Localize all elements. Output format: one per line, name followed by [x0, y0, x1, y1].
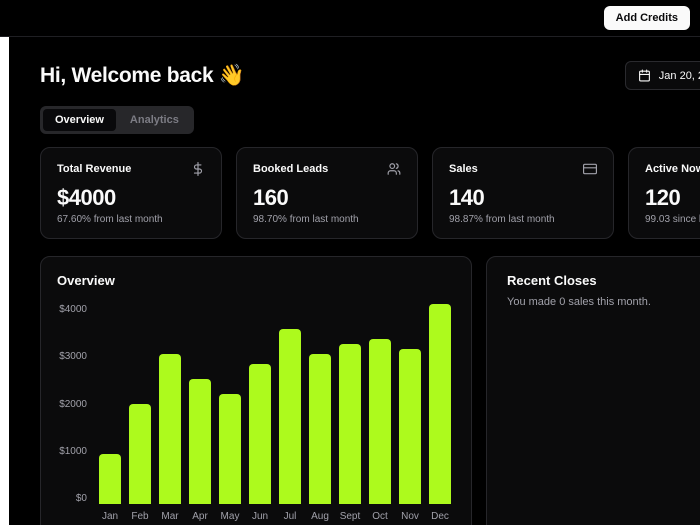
- bar-slot: [305, 304, 335, 504]
- bar-aug: [309, 354, 331, 504]
- bar-jan: [99, 454, 121, 504]
- bar-slot: [125, 304, 155, 504]
- bar-slot: [275, 304, 305, 504]
- bar-jul: [279, 329, 301, 504]
- calendar-icon: [638, 69, 651, 82]
- recent-closes-title: Recent Closes: [507, 273, 597, 288]
- add-credits-button[interactable]: Add Credits: [603, 6, 690, 30]
- x-tick-label: Nov: [401, 511, 419, 522]
- stat-card-booked-leads: Booked Leads 160 98.70% from last month: [236, 147, 418, 239]
- stat-value: 160: [253, 185, 289, 210]
- stat-delta: 99.03 since last hour: [645, 214, 700, 225]
- bar-slot: [365, 304, 395, 504]
- stat-value: 140: [449, 185, 485, 210]
- bar-sept: [339, 344, 361, 504]
- stats-row: Total Revenue $4000 67.60% from last mon…: [40, 147, 700, 239]
- bar-chart: $4000 $3000 $2000 $1000 $0 Jan Feb Mar Apr May Ju…: [57, 304, 455, 522]
- topbar: Add Credits: [0, 0, 700, 37]
- x-tick-label: Sept: [339, 511, 361, 522]
- page-header: Hi, Welcome back 👋 Jan 20, 2023 - Feb 09…: [40, 61, 700, 90]
- x-tick-label: Jan: [101, 511, 119, 522]
- stat-delta: 98.70% from last month: [253, 214, 359, 225]
- bar-slot: [245, 304, 275, 504]
- x-tick-label: Jun: [251, 511, 269, 522]
- users-icon: [387, 162, 401, 176]
- tab-list: Overview Analytics: [40, 106, 194, 134]
- bar-dec: [429, 304, 451, 504]
- bar-may: [219, 394, 241, 504]
- chart-card-title: Overview: [57, 273, 115, 288]
- page-title: Hi, Welcome back 👋: [40, 63, 245, 87]
- stat-title: Booked Leads: [253, 163, 329, 175]
- bar-slot: [215, 304, 245, 504]
- x-tick-label: May: [220, 511, 240, 522]
- x-tick-label: Apr: [192, 511, 208, 522]
- x-tick-label: Oct: [372, 511, 388, 522]
- bar-feb: [129, 404, 151, 504]
- stat-card-total-revenue: Total Revenue $4000 67.60% from last mon…: [40, 147, 222, 239]
- y-tick-label: $3000: [59, 351, 87, 363]
- bar-oct: [369, 339, 391, 504]
- bar-nov: [399, 349, 421, 504]
- credit-card-icon: [583, 162, 597, 176]
- y-tick-label: $1000: [59, 445, 87, 457]
- date-range-label: Jan 20, 2023 - Feb 09, 2023: [658, 69, 700, 82]
- stat-card-sales: Sales 140 98.87% from last month: [432, 147, 614, 239]
- bar-chart-bars: [95, 304, 455, 504]
- date-range-picker[interactable]: Jan 20, 2023 - Feb 09, 2023: [624, 61, 700, 90]
- bar-slot: [335, 304, 365, 504]
- left-gutter: [0, 37, 9, 525]
- chart-x-axis: Jan Feb Mar Apr May Jun Jul Aug Sept Oct Nov Dec: [95, 511, 455, 522]
- stat-title: Total Revenue: [57, 163, 132, 175]
- bar-apr: [189, 379, 211, 504]
- y-tick-label: $0: [75, 493, 87, 504]
- bar-slot: [95, 304, 125, 504]
- bar-slot: [425, 304, 455, 504]
- x-tick-label: Jul: [283, 511, 297, 522]
- recent-closes-subtitle: You made 0 sales this month.: [507, 296, 651, 308]
- stat-card-active-now: Active Now 120 99.03 since last hour: [628, 147, 700, 239]
- tab-analytics[interactable]: Analytics: [118, 109, 191, 131]
- x-tick-label: Dec: [431, 511, 449, 522]
- bar-slot: [185, 304, 215, 504]
- bar-jun: [249, 364, 271, 504]
- stat-delta: 67.60% from last month: [57, 214, 163, 225]
- x-tick-label: Mar: [161, 511, 179, 522]
- bar-mar: [159, 354, 181, 504]
- overview-chart-card: Overview $4000 $3000 $2000 $1000 $0 Jan Feb Ma…: [40, 256, 472, 525]
- bar-slot: [395, 304, 425, 504]
- bottom-row: Overview $4000 $3000 $2000 $1000 $0 Jan Feb Ma…: [40, 256, 700, 525]
- dollar-sign-icon: [191, 162, 205, 176]
- recent-closes-card: Recent Closes You made 0 sales this mont…: [486, 256, 700, 525]
- stat-title: Active Now: [645, 163, 700, 175]
- stat-value: $4000: [57, 185, 116, 210]
- stat-delta: 98.87% from last month: [449, 214, 555, 225]
- stat-value: 120: [645, 185, 681, 210]
- x-tick-label: Feb: [131, 511, 149, 522]
- y-tick-label: $2000: [59, 398, 87, 410]
- main-content: Hi, Welcome back 👋 Jan 20, 2023 - Feb 09…: [9, 37, 700, 525]
- bar-slot: [155, 304, 185, 504]
- y-tick-label: $4000: [59, 304, 87, 315]
- stat-title: Sales: [449, 163, 478, 175]
- tab-overview[interactable]: Overview: [43, 109, 116, 131]
- x-tick-label: Aug: [311, 511, 329, 522]
- chart-y-axis: $4000 $3000 $2000 $1000 $0: [57, 304, 95, 504]
